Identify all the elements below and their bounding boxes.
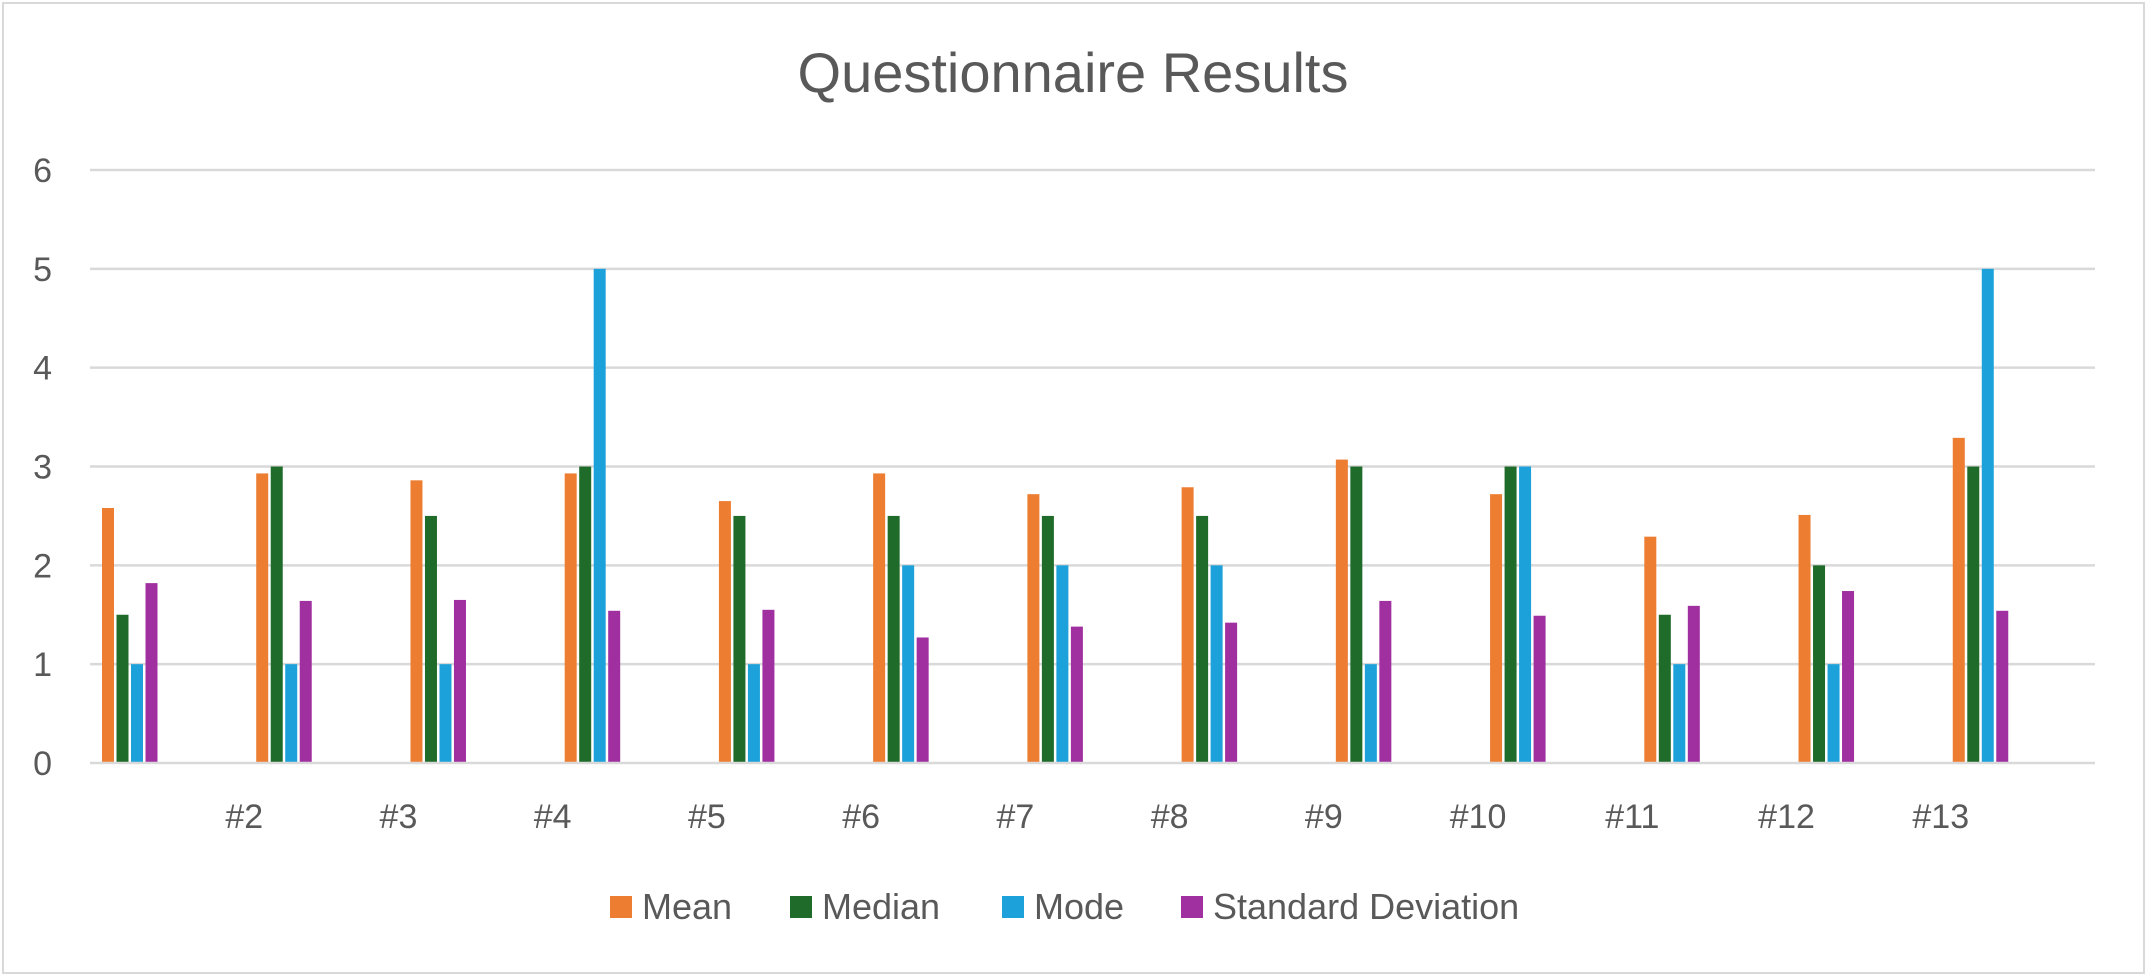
bar-mean — [1181, 487, 1194, 763]
bar-mode — [131, 664, 143, 763]
bar-median — [1504, 466, 1517, 763]
bar-mean — [564, 473, 577, 763]
y-axis-ticks: 0 1 2 3 4 5 6 — [33, 152, 52, 783]
x-tick-label: #11 — [1605, 798, 1659, 836]
bar-median — [116, 614, 129, 763]
x-tick-label: #9 — [1305, 798, 1343, 836]
y-tick-label: 1 — [33, 646, 52, 684]
bar-standard-deviation — [1379, 600, 1392, 763]
x-tick-label: #2 — [225, 798, 263, 836]
bar-mean — [1644, 536, 1657, 763]
bar-median — [1041, 515, 1054, 763]
legend-label: Median — [822, 886, 940, 927]
bar-standard-deviation — [1687, 605, 1700, 763]
legend-swatch — [610, 896, 632, 918]
x-tick-label: #3 — [380, 798, 418, 836]
bar-standard-deviation — [762, 609, 775, 763]
bar-median — [1813, 565, 1826, 763]
bar-standard-deviation — [453, 599, 466, 763]
gridlines — [90, 168, 2095, 666]
x-tick-label: #10 — [1450, 798, 1507, 836]
x-axis-ticks: #2 #3 #4 #5 #6 #7 #8 #9 #10 #11 #12 #13 — [225, 798, 1969, 836]
bar-median — [733, 515, 746, 763]
x-tick-label: #12 — [1758, 798, 1815, 836]
legend-swatch — [1181, 896, 1203, 918]
x-tick-label: #13 — [1912, 798, 1969, 836]
legend-swatch — [1002, 896, 1024, 918]
y-tick-label: 3 — [33, 449, 52, 487]
y-tick-label: 6 — [33, 152, 52, 190]
bar-standard-deviation — [1533, 615, 1546, 763]
bar-mode — [747, 664, 760, 763]
x-tick-label: #6 — [842, 798, 880, 836]
bar-mean — [410, 480, 423, 763]
bar-mode — [1981, 268, 1994, 763]
bar-median — [579, 466, 592, 763]
bar-mean — [1952, 437, 1965, 763]
bar-median — [1967, 466, 1980, 763]
legend: Mean Median Mode Standard Deviation — [610, 886, 1519, 927]
bar-mode — [1210, 565, 1223, 763]
bar-mode — [439, 664, 452, 763]
bar-mode — [902, 565, 915, 763]
legend-swatch — [790, 896, 812, 918]
bar-standard-deviation — [916, 637, 929, 763]
bar-mode — [1673, 664, 1686, 763]
x-tick-label: #7 — [996, 798, 1034, 836]
bar-mean — [873, 473, 886, 763]
bar-median — [424, 515, 437, 763]
legend-label: Standard Deviation — [1213, 886, 1519, 927]
bar-standard-deviation — [1996, 610, 2009, 763]
y-tick-label: 2 — [33, 547, 52, 585]
x-tick-label: #4 — [534, 798, 572, 836]
bar-standard-deviation — [1070, 626, 1083, 763]
y-tick-label: 4 — [33, 350, 52, 388]
bar-mode — [285, 664, 298, 763]
bar-mean — [1335, 459, 1348, 763]
bar-mean — [256, 473, 269, 763]
chart-title: Questionnaire Results — [798, 41, 1349, 104]
bar-median — [887, 515, 900, 763]
bar-mode — [593, 268, 606, 763]
bar-mean — [1798, 514, 1811, 763]
legend-label: Mean — [642, 886, 732, 927]
bar-median — [1658, 614, 1671, 763]
x-tick-label: #5 — [688, 798, 726, 836]
legend-label: Mode — [1034, 886, 1124, 927]
bar-median — [270, 466, 283, 763]
bar-mean — [1027, 494, 1040, 763]
bar-standard-deviation — [608, 610, 621, 763]
bar-mode — [1364, 664, 1377, 763]
bar-mode — [1519, 466, 1532, 763]
bars — [102, 268, 2009, 763]
bar-median — [1196, 515, 1209, 763]
y-tick-label: 0 — [33, 745, 52, 783]
bar-mean — [102, 508, 114, 763]
bar-standard-deviation — [145, 583, 158, 763]
bar-mode — [1056, 565, 1069, 763]
bar-mean — [718, 501, 731, 763]
y-tick-label: 5 — [33, 251, 52, 289]
bar-median — [1350, 466, 1363, 763]
bar-standard-deviation — [1225, 622, 1238, 763]
bar-standard-deviation — [1842, 591, 1855, 763]
bar-mode — [1827, 664, 1840, 763]
x-tick-label: #8 — [1151, 798, 1189, 836]
bar-mean — [1490, 494, 1503, 763]
bar-standard-deviation — [299, 600, 312, 763]
